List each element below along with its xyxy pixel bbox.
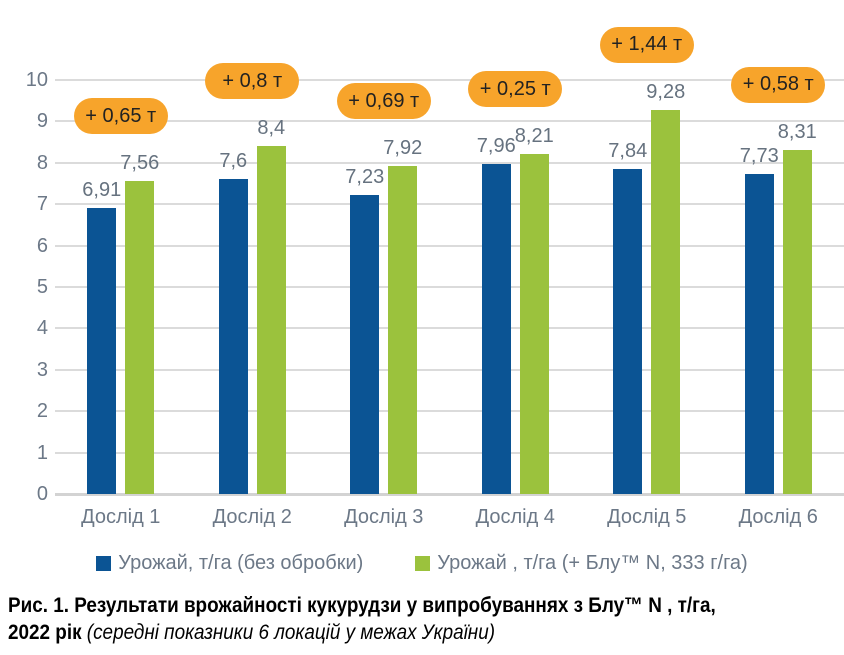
gridline-y5 bbox=[55, 286, 844, 288]
gridline-y9 bbox=[55, 120, 844, 123]
increase-badge: + 0,8 т bbox=[205, 63, 300, 100]
increase-badge: + 0,58 т bbox=[731, 66, 826, 103]
increase-badge: + 0,65 т bbox=[73, 98, 168, 135]
x-axis-label: Дослід 3 bbox=[344, 506, 424, 528]
gridline-y1 bbox=[55, 451, 844, 454]
x-axis-label: Дослід 2 bbox=[212, 506, 292, 528]
y-axis-tick-label: 2 bbox=[36, 400, 48, 423]
bar-untreated-4 bbox=[481, 164, 511, 494]
legend-item-untreated: Урожай, т/га (без обробки) bbox=[96, 552, 363, 575]
x-axis-label: Дослід 4 bbox=[475, 506, 555, 528]
gridline-y0 bbox=[55, 493, 844, 496]
bar-untreated-1 bbox=[87, 207, 117, 494]
increase-badge: + 1,44 т bbox=[599, 26, 694, 63]
y-axis-tick-label: 0 bbox=[36, 483, 48, 505]
y-axis-tick-label: 4 bbox=[36, 317, 48, 340]
value-label: 7,96 bbox=[476, 135, 516, 158]
legend-label-untreated: Урожай, т/га (без обробки) bbox=[118, 552, 364, 574]
legend: Урожай, т/га (без обробки) Урожай , т/га… bbox=[0, 552, 844, 575]
gridline-y7 bbox=[55, 203, 844, 206]
value-label: 7,92 bbox=[383, 137, 423, 160]
plot-area: 0 1 2 3 4 5 6 7 8 9 10 6,91 7,56 + 0,65 т Дослід 1 7,6 8… bbox=[25, 26, 844, 528]
value-label: 9,28 bbox=[646, 80, 686, 103]
gridline-y8 bbox=[55, 161, 844, 164]
gridline-y6 bbox=[55, 244, 844, 247]
legend-item-treated: Урожай , т/га (+ Блу™ N, 333 г/га) bbox=[415, 552, 748, 575]
legend-swatch-green bbox=[415, 556, 431, 571]
value-label: 8,21 bbox=[514, 125, 554, 148]
gridline-y10 bbox=[55, 79, 844, 81]
y-axis-tick-label: 6 bbox=[36, 234, 48, 257]
bar-treated-4 bbox=[519, 154, 549, 494]
caption-line2-italic: (середні показники 6 локацій у межах Укр… bbox=[81, 621, 496, 644]
gridline-y3 bbox=[55, 368, 844, 371]
x-axis-label: Дослід 1 bbox=[81, 506, 161, 528]
value-label: 8,4 bbox=[257, 117, 286, 140]
bar-treated-2 bbox=[256, 146, 286, 494]
value-label: 6,91 bbox=[82, 178, 122, 201]
value-label: 7,56 bbox=[120, 152, 160, 175]
legend-label-treated: Урожай , т/га (+ Блу™ N, 333 г/га) bbox=[437, 552, 748, 574]
figure-caption: Рис. 1. Результати врожайності кукурудзи… bbox=[8, 592, 844, 646]
bar-treated-1 bbox=[125, 181, 155, 494]
bar-untreated-6 bbox=[744, 173, 774, 494]
caption-line2-bold: 2022 рік bbox=[8, 621, 82, 644]
bar-treated-5 bbox=[651, 109, 681, 494]
gridline-y2 bbox=[55, 410, 844, 413]
value-label: 7,84 bbox=[608, 140, 648, 163]
increase-badge: + 0,69 т bbox=[336, 83, 431, 120]
x-axis-label: Дослід 5 bbox=[607, 506, 687, 528]
gridline-y4 bbox=[55, 327, 844, 330]
y-axis-tick-label: 7 bbox=[36, 193, 48, 216]
bar-untreated-5 bbox=[613, 169, 643, 494]
increase-badge: + 0,25 т bbox=[468, 71, 563, 108]
x-axis-label: Дослід 6 bbox=[738, 506, 818, 528]
y-axis-tick-label: 9 bbox=[36, 110, 48, 133]
y-axis-tick-label: 5 bbox=[36, 276, 48, 298]
y-axis-tick-label: 3 bbox=[36, 358, 48, 381]
bar-treated-3 bbox=[388, 166, 418, 494]
legend-swatch-blue bbox=[96, 556, 112, 571]
bar-untreated-3 bbox=[350, 194, 380, 494]
y-axis-tick-label: 8 bbox=[36, 151, 48, 174]
bar-untreated-2 bbox=[218, 179, 248, 494]
value-label: 7,23 bbox=[345, 165, 385, 188]
bar-treated-6 bbox=[782, 149, 812, 494]
caption-line1: Рис. 1. Результати врожайності кукурудзи… bbox=[8, 594, 716, 617]
y-axis-tick-label: 10 bbox=[25, 69, 48, 91]
value-label: 7,73 bbox=[739, 144, 779, 167]
value-label: 8,31 bbox=[777, 120, 817, 143]
y-axis-tick-label: 1 bbox=[36, 441, 48, 464]
value-label: 7,6 bbox=[219, 150, 248, 173]
